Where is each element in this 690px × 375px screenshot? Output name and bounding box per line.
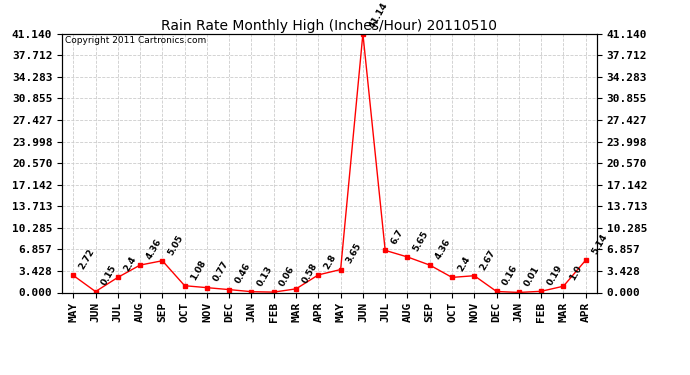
- Text: 5.65: 5.65: [412, 229, 431, 253]
- Title: Rain Rate Monthly High (Inches/Hour) 20110510: Rain Rate Monthly High (Inches/Hour) 201…: [161, 19, 497, 33]
- Text: 5.14: 5.14: [590, 232, 609, 256]
- Text: 1.08: 1.08: [189, 258, 208, 282]
- Text: 0.19: 0.19: [545, 264, 564, 287]
- Text: 3.65: 3.65: [345, 242, 364, 266]
- Text: 2.67: 2.67: [478, 248, 497, 272]
- Text: 2.4: 2.4: [456, 255, 472, 273]
- Text: 41.14: 41.14: [367, 0, 389, 30]
- Text: 5.05: 5.05: [166, 233, 186, 256]
- Text: 0.16: 0.16: [501, 264, 520, 287]
- Text: 2.4: 2.4: [122, 255, 138, 273]
- Text: 0.58: 0.58: [300, 261, 319, 285]
- Text: Copyright 2011 Cartronics.com: Copyright 2011 Cartronics.com: [65, 36, 206, 45]
- Text: 0.77: 0.77: [211, 260, 230, 284]
- Text: 4.36: 4.36: [144, 237, 163, 261]
- Text: 1.0: 1.0: [568, 264, 583, 282]
- Text: 0.06: 0.06: [278, 264, 297, 288]
- Text: 0.01: 0.01: [523, 265, 542, 288]
- Text: 2.72: 2.72: [77, 248, 97, 271]
- Text: 4.36: 4.36: [434, 237, 453, 261]
- Text: 0.46: 0.46: [233, 262, 253, 285]
- Text: 0.15: 0.15: [99, 264, 119, 287]
- Text: 0.13: 0.13: [256, 264, 275, 288]
- Text: 2.8: 2.8: [322, 252, 338, 271]
- Text: 6.7: 6.7: [389, 228, 405, 246]
